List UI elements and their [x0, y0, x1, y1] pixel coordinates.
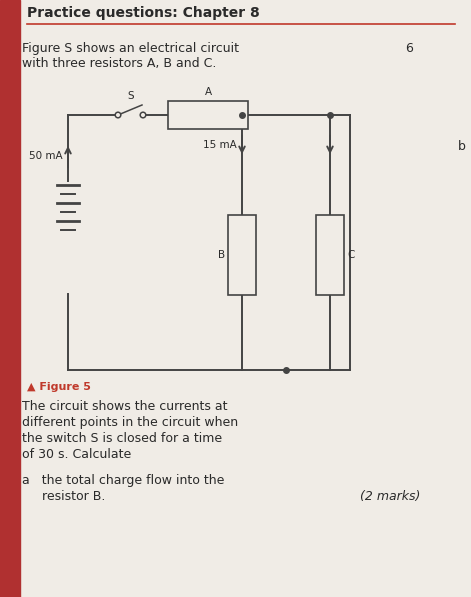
- Text: 6: 6: [405, 42, 413, 55]
- Text: of 30 s. Calculate: of 30 s. Calculate: [22, 448, 131, 461]
- Text: with three resistors A, B and C.: with three resistors A, B and C.: [22, 57, 216, 70]
- Text: B: B: [218, 250, 225, 260]
- Text: ▲ Figure 5: ▲ Figure 5: [27, 382, 91, 392]
- Text: S: S: [127, 91, 134, 101]
- Text: 50 mA: 50 mA: [29, 151, 63, 161]
- Bar: [228, 215, 256, 295]
- Text: The circuit shows the currents at: The circuit shows the currents at: [22, 400, 227, 413]
- Circle shape: [140, 112, 146, 118]
- Text: different points in the circuit when: different points in the circuit when: [22, 416, 238, 429]
- Text: Practice questions: Chapter 8: Practice questions: Chapter 8: [27, 6, 260, 20]
- Text: the switch S is closed for a time: the switch S is closed for a time: [22, 432, 222, 445]
- Text: 15 mA: 15 mA: [203, 140, 237, 150]
- Text: A: A: [204, 87, 211, 97]
- Bar: [0, 0, 20, 597]
- Circle shape: [115, 112, 121, 118]
- Text: b: b: [458, 140, 466, 153]
- Text: a   the total charge flow into the: a the total charge flow into the: [22, 474, 224, 487]
- Bar: [316, 215, 344, 295]
- Text: C: C: [347, 250, 354, 260]
- Bar: [168, 101, 248, 129]
- Text: Figure S shows an electrical circuit: Figure S shows an electrical circuit: [22, 42, 239, 55]
- Text: resistor B.: resistor B.: [22, 490, 106, 503]
- Text: (2 marks): (2 marks): [360, 490, 421, 503]
